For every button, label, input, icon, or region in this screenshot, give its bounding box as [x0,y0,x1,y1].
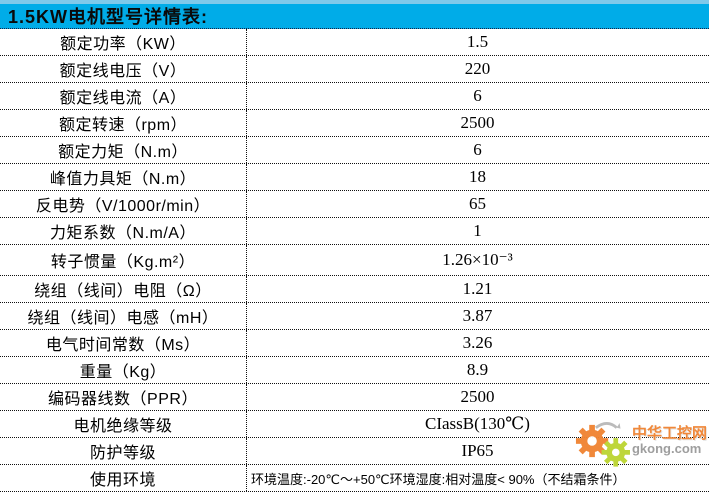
table-row: 额定线电压（V） 220 [0,56,709,83]
spec-value: 1.26×10⁻³ [442,250,513,269]
spec-value: CIassB(130℃) [425,414,530,433]
table-row: 转子惯量（Kg.m²） 1.26×10⁻³ [0,245,709,276]
table-row: 编码器线数（PPR） 2500 [0,384,709,411]
spec-value: 环境温度:-20℃～+50℃环境湿度:相对温度< 90%（不结霜条件） [251,471,626,487]
watermark-logo: 中华工控网 gkong.com [575,415,707,467]
table-row: 力矩系数（N.m/A） 1 [0,218,709,245]
gears-icon [575,422,630,467]
table-title-bar: 1.5KW电机型号详情表: [0,0,709,29]
spec-label: 力矩系数（N.m/A） [0,218,247,244]
table-row: 重量（Kg） 8.9 [0,357,709,384]
spec-label: 电机绝缘等级 [0,411,247,437]
spec-value: 3.87 [462,306,493,325]
spec-table: 额定功率（KW） 1.5 额定线电压（V） 220 额定线电流（A） 6 额定转… [0,29,709,492]
watermark-site-url: gkong.com [631,441,702,457]
spec-label: 额定线电压（V） [0,56,247,82]
spec-label: 电气时间常数（Ms） [0,330,247,356]
table-row: 额定功率（KW） 1.5 [0,29,709,56]
spec-label: 绕组（线间）电阻（Ω） [0,276,247,302]
spec-label: 额定功率（KW） [0,29,247,55]
spec-label: 编码器线数（PPR） [0,384,247,410]
table-row: 额定力矩（N.m） 6 [0,137,709,164]
spec-value: 2500 [460,113,495,132]
spec-value: 2500 [460,387,495,406]
spec-value: 18 [469,167,486,186]
spec-value: IP65 [461,441,494,460]
spec-value: 6 [473,140,482,159]
table-row: 防护等级 IP65 [0,438,709,465]
watermark-site-name: 中华工控网 [631,424,707,442]
spec-value: 8.9 [466,360,489,379]
table-row: 额定转速（rpm） 2500 [0,110,709,137]
spec-value: 220 [464,59,491,78]
spec-label: 额定线电流（A） [0,83,247,109]
spec-label: 防护等级 [0,438,247,464]
spec-label: 额定力矩（N.m） [0,137,247,163]
spec-label: 峰值力具矩（N.m） [0,164,247,190]
spec-label: 使用环境 [0,465,247,491]
table-row: 额定线电流（A） 6 [0,83,709,110]
page-title: 1.5KW电机型号详情表: [8,7,209,27]
table-row: 电气时间常数（Ms） 3.26 [0,330,709,357]
spec-value: 65 [469,194,486,213]
table-row: 使用环境 环境温度:-20℃～+50℃环境湿度:相对温度< 90%（不结霜条件） [0,465,709,492]
table-row: 反电势（V/1000r/min） 65 [0,191,709,218]
spec-label: 额定转速（rpm） [0,110,247,136]
spec-value: 1 [473,221,482,240]
spec-label: 绕组（线间）电感（mH） [0,303,247,329]
spec-label: 重量（Kg） [0,357,247,383]
spec-value: 1.21 [462,279,493,298]
spec-value: 3.26 [462,333,493,352]
spec-label: 转子惯量（Kg.m²） [0,245,247,275]
spec-label: 反电势（V/1000r/min） [0,191,247,217]
spec-value: 1.5 [466,32,489,51]
spec-value: 6 [473,86,482,105]
table-row: 绕组（线间）电阻（Ω） 1.21 [0,276,709,303]
table-row: 电机绝缘等级 CIassB(130℃) [0,411,709,438]
table-row: 峰值力具矩（N.m） 18 [0,164,709,191]
table-row: 绕组（线间）电感（mH） 3.87 [0,303,709,330]
